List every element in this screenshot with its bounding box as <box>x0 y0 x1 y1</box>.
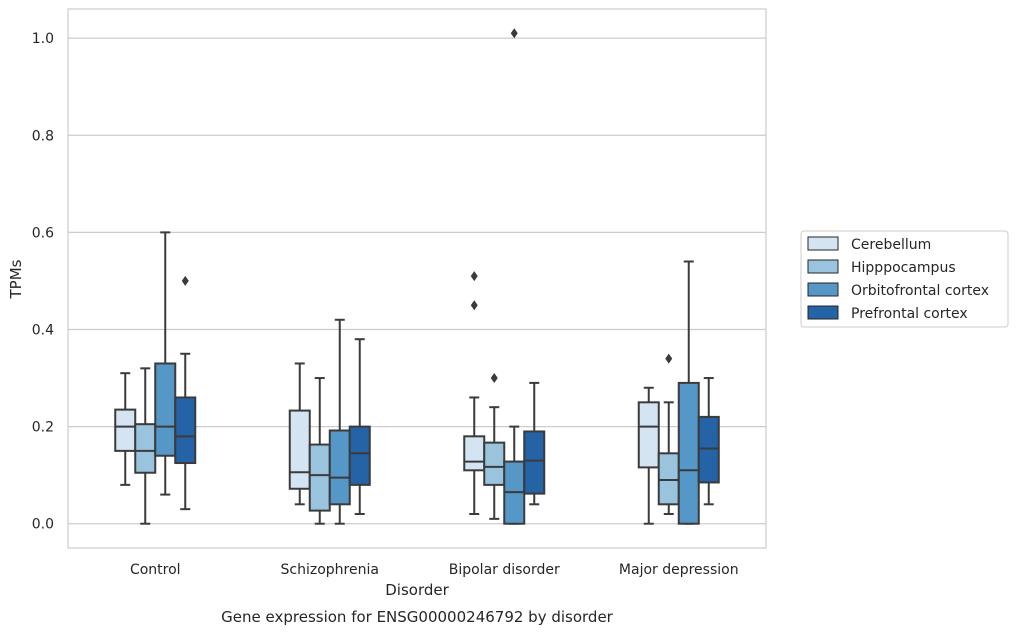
y-tick-label: 0.0 <box>32 517 54 533</box>
x-axis-label: Disorder <box>385 581 449 599</box>
outlier-point <box>181 275 189 286</box>
x-tick-label: Bipolar disorder <box>449 562 560 578</box>
box-groups <box>114 28 720 525</box>
chart-caption: Gene expression for ENSG00000246792 by d… <box>221 608 614 626</box>
outlier-point <box>665 353 673 364</box>
box-iqr <box>308 443 331 512</box>
outlier-point <box>470 271 478 282</box>
legend-label: Orbitofrontal cortex <box>851 283 989 299</box>
box-major-depression-hipppocampus <box>657 353 680 516</box>
outlier-point <box>510 28 518 39</box>
y-axis-ticks: 0.0 0.2 0.4 0.6 0.8 1.0 <box>32 31 54 533</box>
outlier-point <box>490 373 498 384</box>
legend-label: Prefrontal cortex <box>851 306 968 322</box>
legend-swatch <box>807 236 839 251</box>
legend-swatch <box>807 282 839 297</box>
legend-swatch <box>807 305 839 320</box>
box-iqr <box>348 425 371 486</box>
y-tick-label: 0.4 <box>32 322 54 338</box>
legend-label: Cerebellum <box>851 237 931 253</box>
box-iqr <box>677 381 700 525</box>
y-tick-label: 0.2 <box>32 420 54 436</box>
legend-label: Hipppocampus <box>851 260 956 276</box>
y-tick-label: 1.0 <box>32 31 54 47</box>
box-iqr <box>463 435 486 472</box>
box-iqr <box>328 429 351 506</box>
box-major-depression-prefrontal-cortex <box>697 377 720 506</box>
box-schizophrenia-prefrontal-cortex <box>348 338 371 516</box>
legend: Cerebellum Hipppocampus Orbitofrontal cort… <box>800 230 1009 328</box>
box-iqr <box>174 396 197 465</box>
y-tick-label: 0.6 <box>32 225 54 241</box>
y-tick-label: 0.8 <box>32 128 54 144</box>
outlier-point <box>470 300 478 311</box>
box-iqr <box>657 452 680 506</box>
box-iqr <box>523 430 546 495</box>
box-bipolar-disorder-cerebellum <box>463 271 486 516</box>
y-axis-label: TPMs <box>7 259 25 299</box>
box-iqr <box>483 441 506 486</box>
box-iqr <box>134 423 157 474</box>
box-iqr <box>288 409 311 490</box>
x-tick-label: Control <box>130 562 181 578</box>
box-major-depression-cerebellum <box>637 386 660 525</box>
x-tick-label: Schizophrenia <box>281 562 379 578</box>
box-iqr <box>154 362 177 457</box>
box-major-depression-orbitofrontal-cortex <box>677 260 700 525</box>
box-bipolar-disorder-orbitofrontal-cortex <box>503 28 526 525</box>
box-schizophrenia-cerebellum <box>288 362 311 506</box>
box-control-prefrontal-cortex <box>174 275 197 511</box>
box-iqr <box>697 415 720 484</box>
legend-frame <box>800 230 1009 328</box>
box-iqr <box>114 408 137 452</box>
x-tick-label: Major depression <box>619 562 739 578</box>
legend-swatch <box>807 259 839 274</box>
box-iqr <box>637 401 660 469</box>
x-axis-ticks: Control Schizophrenia Bipolar disorder Majo… <box>130 562 739 578</box>
box-bipolar-disorder-prefrontal-cortex <box>523 381 546 506</box>
